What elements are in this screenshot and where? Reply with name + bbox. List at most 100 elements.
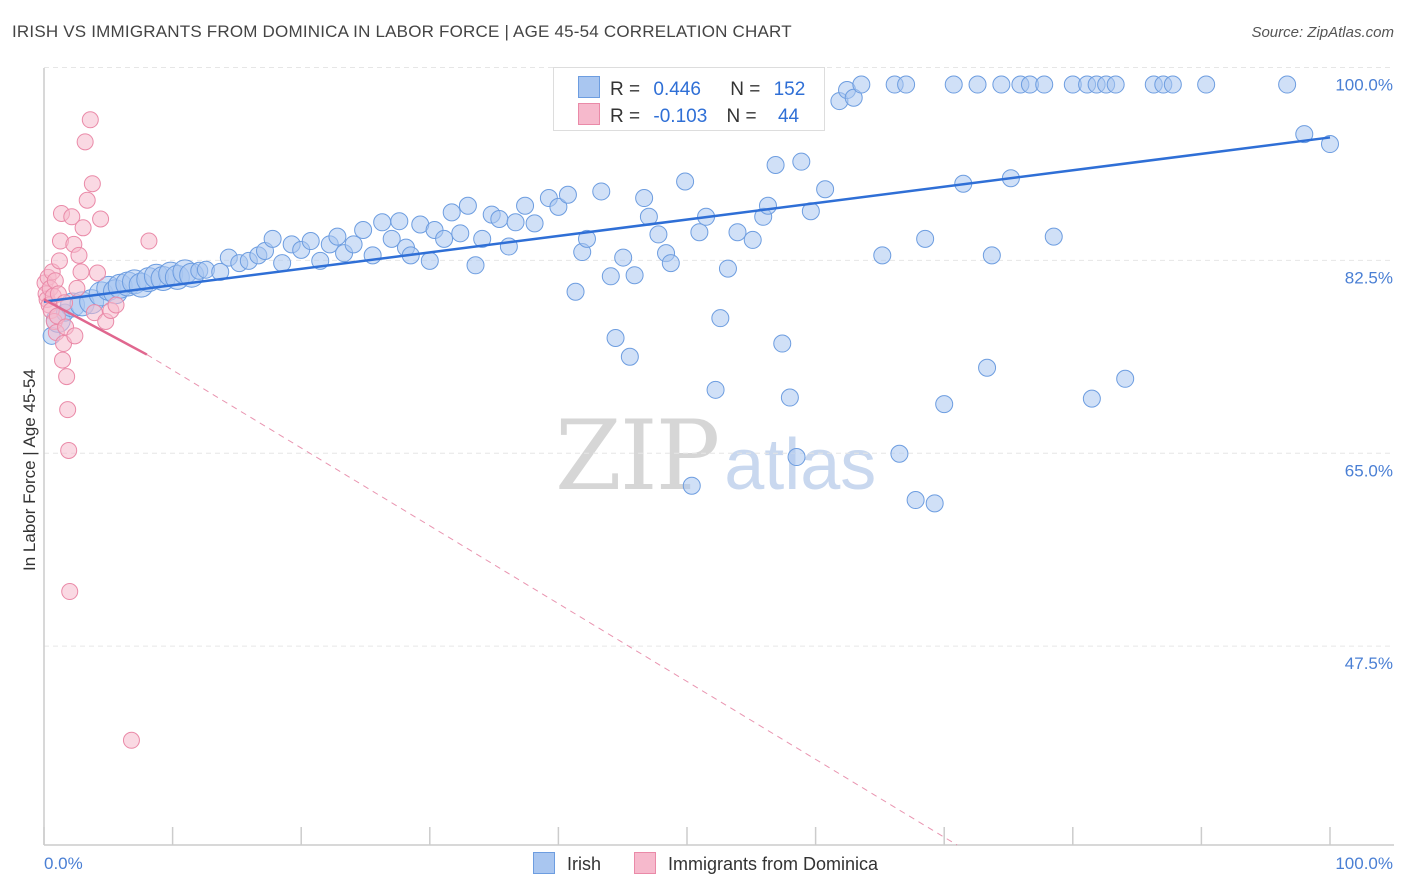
irish-point: [451, 224, 470, 243]
legend-r-value-irish: 0.446: [653, 79, 701, 100]
dominica-point: [81, 111, 99, 129]
irish-point: [897, 75, 916, 94]
dominica-swatch: [578, 103, 600, 125]
irish-point: [1197, 75, 1216, 94]
dominica-point: [88, 264, 106, 282]
dominica-trend-dashed: [146, 354, 958, 846]
legend-n-label-dominica: N =: [726, 106, 757, 127]
irish-point: [711, 309, 730, 328]
irish-point: [906, 491, 925, 510]
correlation-legend: R = 0.446 N = 152 R = -0.103 N = 44: [553, 67, 825, 131]
irish-point: [792, 152, 811, 171]
irish-point: [925, 494, 944, 513]
dominica-point: [59, 401, 77, 419]
irish-point: [852, 75, 871, 94]
irish-point: [1163, 75, 1182, 94]
bottom-dominica-swatch: [634, 852, 656, 874]
irish-point: [718, 259, 737, 278]
irish-point: [620, 347, 639, 366]
irish-point: [816, 180, 835, 199]
dominica-point: [50, 252, 68, 270]
tick-labels: 47.5% 65.0% 82.5% 100.0% 0.0% 100.0%: [44, 76, 1393, 873]
dominica-point: [107, 296, 125, 314]
irish-point: [649, 225, 668, 244]
irish-point: [506, 213, 525, 232]
dominica-point: [122, 731, 140, 749]
dominica-point: [63, 208, 81, 226]
irish-point: [682, 476, 701, 495]
irish-point: [435, 229, 454, 248]
axes: [43, 68, 1394, 846]
irish-point: [577, 229, 596, 248]
y-tick-label: 65.0%: [1345, 461, 1393, 480]
irish-point: [1278, 75, 1297, 94]
irish-point: [390, 212, 409, 231]
irish-point: [458, 196, 477, 215]
dominica-trend-line: [43, 298, 148, 356]
trend-lines: [43, 136, 1331, 356]
irish-point: [466, 256, 485, 275]
irish-point: [273, 254, 292, 273]
irish-point: [473, 229, 492, 248]
irish-point: [490, 209, 509, 228]
irish-point: [916, 229, 935, 248]
irish-point: [566, 282, 585, 301]
irish-point: [944, 75, 963, 94]
legend-row-dominica: R = -0.103 N = 44: [578, 103, 799, 128]
dominica-point: [140, 232, 158, 250]
irish-point: [549, 197, 568, 216]
dominica-point: [68, 279, 86, 297]
bottom-irish-label: Irish: [567, 854, 602, 874]
irish-point: [625, 266, 644, 285]
irish-point: [758, 196, 777, 215]
dominica-point: [74, 219, 92, 237]
irish-point: [982, 246, 1001, 265]
irish-point: [1295, 125, 1314, 144]
legend-n-value-dominica: 44: [777, 106, 800, 127]
dominica-point: [61, 583, 79, 601]
irish-point: [1044, 227, 1063, 246]
dominica-point: [58, 368, 76, 386]
irish-point: [968, 75, 987, 94]
x-tick-label: 100.0%: [1335, 854, 1393, 873]
irish-point: [420, 251, 439, 270]
irish-trend-line: [43, 136, 1331, 303]
bottom-irish-swatch: [533, 852, 555, 874]
bottom-dominica-label: Immigrants from Dominica: [668, 854, 879, 874]
irish-point: [992, 75, 1011, 94]
irish-point: [743, 230, 762, 249]
irish-point: [935, 395, 954, 414]
irish-point: [558, 185, 577, 204]
legend-n-value-irish: 152: [773, 79, 806, 100]
irish-point: [1106, 75, 1125, 94]
irish-point: [676, 172, 695, 191]
dominica-point: [72, 263, 90, 281]
irish-point: [661, 254, 680, 273]
dominica-point: [85, 304, 103, 322]
dominica-point: [76, 133, 94, 151]
irish-point: [344, 235, 363, 254]
legend-r-label-dominica: R =: [610, 106, 641, 127]
irish-point: [301, 232, 320, 251]
dominica-point: [83, 175, 101, 193]
dominica-point: [92, 210, 110, 228]
y-tick-label: 100.0%: [1335, 76, 1393, 95]
legend-r-value-dominica: -0.103: [653, 106, 708, 127]
irish-point: [328, 227, 347, 246]
y-tick-label: 47.5%: [1345, 654, 1393, 673]
chart-title: IRISH VS IMMIGRANTS FROM DOMINICA IN LAB…: [12, 22, 792, 41]
y-tick-label: 82.5%: [1345, 268, 1393, 287]
irish-point: [1321, 135, 1339, 154]
dominica-point: [54, 351, 72, 369]
dominica-point: [78, 191, 96, 209]
dominica-point: [70, 246, 88, 264]
dominica-point: [66, 327, 84, 345]
irish-point: [606, 329, 625, 348]
irish-point: [890, 444, 909, 463]
bottom-legend-irish: Irish: [533, 852, 601, 875]
irish-point: [442, 203, 461, 222]
dominica-point: [60, 441, 78, 459]
x-tick-label: 0.0%: [44, 854, 83, 873]
source-credit: Source: ZipAtlas.com: [1251, 24, 1394, 41]
